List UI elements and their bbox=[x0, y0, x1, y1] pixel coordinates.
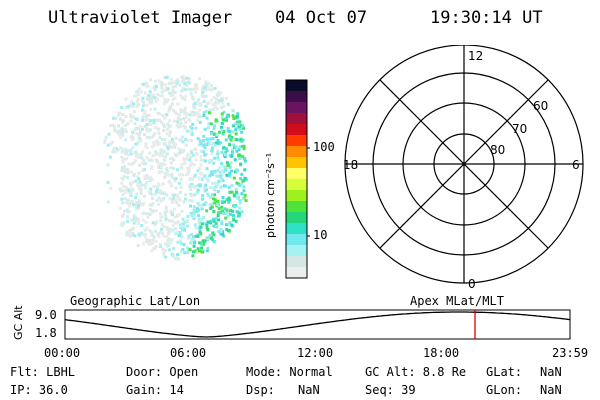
altitude-curve bbox=[64, 311, 571, 338]
colorbar-cell bbox=[286, 146, 307, 158]
colorbar-cell bbox=[286, 245, 307, 257]
auroral-image bbox=[103, 75, 248, 261]
glon-label: GLon: bbox=[486, 383, 523, 397]
dsp-label: Dsp: bbox=[246, 383, 275, 397]
colorbar-cell bbox=[286, 256, 307, 268]
mlt-label-12: 12 bbox=[468, 49, 483, 63]
colorbar-cell bbox=[286, 80, 307, 92]
sequence-status: Seq: 39 bbox=[365, 383, 416, 397]
lat-label-70: 70 bbox=[512, 122, 527, 136]
mlt-label-18: 18 bbox=[343, 158, 358, 172]
glon-value: NaN bbox=[540, 383, 562, 397]
colorbar-cell bbox=[286, 124, 307, 136]
mode-status: Mode: Normal bbox=[246, 365, 333, 379]
x-tick-1800: 18:00 bbox=[423, 346, 460, 360]
lat-label-80: 80 bbox=[490, 143, 505, 157]
geographic-label: Geographic Lat/Lon bbox=[70, 294, 201, 308]
altitude-timeline: GC Alt bbox=[12, 305, 571, 340]
observation-time: 19:30:14 UT bbox=[430, 8, 543, 28]
gc-alt-status: GC Alt: 8.8 Re bbox=[365, 365, 467, 379]
mlt-label-6: 6 bbox=[572, 158, 580, 172]
door-status: Door: Open bbox=[126, 365, 199, 379]
glat-value: NaN bbox=[540, 365, 562, 379]
colorbar-tick-10: 10 bbox=[313, 228, 328, 242]
x-tick-1200: 12:00 bbox=[297, 346, 334, 360]
colorbar-cell bbox=[286, 102, 307, 114]
x-tick-0000: 00:00 bbox=[44, 346, 81, 360]
x-tick-2359: 23:59 bbox=[552, 346, 589, 360]
colorbar-cell bbox=[286, 113, 307, 125]
colorbar-cell bbox=[286, 267, 307, 279]
x-tick-0600: 06:00 bbox=[170, 346, 207, 360]
colorbar-label: photon cm⁻²s⁻¹ bbox=[264, 153, 277, 238]
colorbar-cell bbox=[286, 91, 307, 103]
observation-date: 04 Oct 07 bbox=[275, 8, 368, 28]
colorbar-cell bbox=[286, 201, 307, 213]
colorbar-tick-100: 100 bbox=[313, 140, 335, 154]
y-tick-9-0: 9.0 bbox=[35, 308, 57, 322]
colorbar-cell bbox=[286, 157, 307, 169]
colorbar-cell bbox=[286, 212, 307, 224]
colorbar-cell bbox=[286, 234, 307, 246]
colorbar-cell bbox=[286, 179, 307, 191]
ip-status: IP: 36.0 bbox=[10, 383, 68, 397]
dsp-value: NaN bbox=[298, 383, 320, 397]
gain-status: Gain: 14 bbox=[126, 383, 184, 397]
axis-title: GC Alt bbox=[12, 305, 25, 340]
colorbar: photon cm⁻²s⁻¹ bbox=[264, 79, 310, 279]
y-tick-1-8: 1.8 bbox=[35, 326, 57, 340]
colorbar-cell bbox=[286, 223, 307, 235]
colorbar-cell bbox=[286, 190, 307, 202]
colorbar-cell bbox=[286, 135, 307, 147]
apex-label: Apex MLat/MLT bbox=[410, 294, 504, 308]
mlt-label-0: 0 bbox=[468, 277, 476, 290]
colorbar-cell bbox=[286, 168, 307, 180]
filter-status: Flt: LBHL bbox=[10, 365, 76, 379]
lat-label-60: 60 bbox=[533, 99, 548, 113]
instrument-title: Ultraviolet Imager bbox=[48, 8, 233, 28]
glat-label: GLat: bbox=[486, 365, 523, 379]
polar-grid: 12 0 18 6 60 70 80 bbox=[343, 45, 584, 290]
colorbar-gradient bbox=[286, 80, 307, 279]
